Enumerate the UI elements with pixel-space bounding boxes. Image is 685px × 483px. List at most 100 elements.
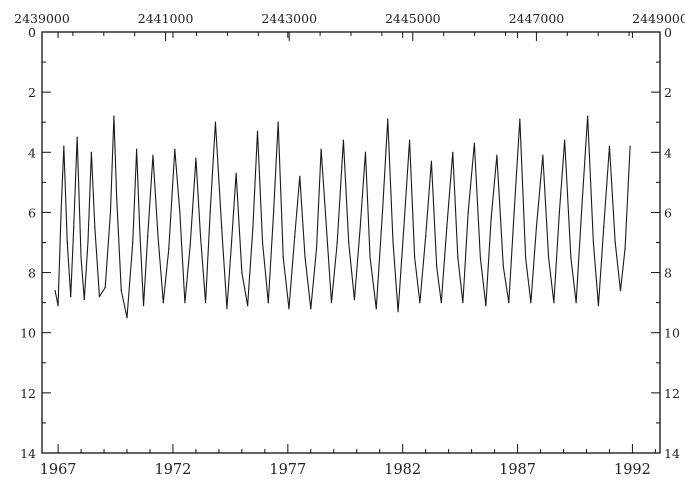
data-point — [136, 148, 138, 150]
y-left-tick-label: 4 — [28, 145, 36, 160]
data-point — [430, 160, 433, 162]
data-point — [414, 256, 416, 259]
data-point — [446, 226, 448, 229]
y-left-tick-label: 6 — [28, 205, 36, 220]
data-point — [261, 241, 264, 244]
data-point — [162, 302, 164, 304]
y-left-tick-label: 8 — [28, 266, 36, 281]
data-point — [98, 296, 101, 298]
x-bottom-tick-label: 1987 — [499, 462, 536, 478]
data-point — [214, 121, 217, 123]
data-point — [132, 241, 134, 244]
data-point — [221, 226, 223, 229]
data-point — [235, 172, 237, 174]
data-point — [564, 139, 566, 141]
data-point — [120, 290, 122, 292]
data-point — [553, 302, 555, 304]
x-bottom-tick-label: 1977 — [269, 462, 306, 478]
data-point — [581, 205, 583, 208]
data-point — [116, 196, 118, 198]
data-point — [473, 142, 475, 144]
data-point — [392, 241, 394, 244]
x-top-tick-label: 2449000 — [632, 11, 685, 26]
data-point — [63, 145, 65, 147]
data-point — [530, 302, 532, 304]
x-top-tick-label: 2445000 — [385, 11, 441, 26]
data-point — [104, 287, 106, 289]
data-point — [113, 115, 115, 117]
data-point — [542, 154, 544, 156]
data-point — [209, 211, 211, 214]
x-top-tick-label: 2439000 — [14, 11, 70, 26]
data-point — [199, 235, 202, 238]
data-point — [277, 121, 279, 123]
data-point — [147, 235, 149, 238]
data-point — [241, 271, 243, 274]
data-point — [195, 157, 197, 159]
data-point — [80, 256, 82, 259]
data-point — [189, 244, 191, 247]
plot-frame — [41, 31, 661, 454]
data-point — [126, 317, 128, 319]
x-top-tick-label: 2441000 — [138, 11, 194, 26]
data-point — [467, 211, 469, 214]
data-point — [330, 302, 333, 304]
y-right-tick-label: 2 — [664, 85, 672, 100]
y-right-tick-label: 14 — [664, 446, 680, 461]
x-bottom-tick-label: 1982 — [384, 462, 421, 478]
data-point — [299, 175, 301, 177]
data-point — [508, 302, 510, 304]
data-point — [336, 241, 338, 244]
data-point — [387, 118, 389, 120]
data-point — [525, 256, 527, 259]
series-line — [54, 115, 631, 319]
data-point — [629, 145, 631, 147]
data-point — [353, 299, 356, 301]
data-point — [54, 290, 56, 292]
data-point — [57, 305, 59, 307]
x-bottom-tick-label: 1967 — [40, 462, 77, 478]
data-point — [496, 154, 498, 156]
data-point — [575, 302, 577, 304]
y-right-tick-label: 8 — [664, 266, 672, 281]
data-point — [364, 151, 367, 153]
data-point — [310, 308, 312, 310]
data-point — [320, 148, 322, 150]
data-point — [168, 247, 170, 250]
data-point — [304, 256, 306, 259]
data-point — [570, 256, 572, 259]
data-point — [315, 247, 318, 250]
data-point — [603, 226, 605, 229]
data-point — [535, 226, 538, 229]
data-point — [479, 256, 481, 259]
data-point — [592, 241, 594, 244]
data-point — [502, 265, 504, 268]
data-point — [619, 290, 622, 292]
data-point — [513, 211, 515, 214]
data-point — [142, 305, 145, 307]
data-point — [90, 151, 92, 153]
data-point — [519, 118, 521, 120]
data-point — [462, 302, 464, 304]
data-point — [457, 256, 459, 259]
data-point — [425, 235, 427, 238]
data-point — [608, 145, 611, 147]
x-bottom-tick-label: 1972 — [154, 462, 191, 478]
data-point — [359, 226, 361, 229]
y-left-tick-label: 10 — [20, 326, 36, 341]
data-point — [70, 296, 72, 298]
data-point — [587, 115, 589, 117]
data-point — [452, 151, 454, 153]
data-point — [184, 302, 186, 304]
y-right-tick-label: 0 — [664, 25, 672, 40]
x-top-tick-label: 2447000 — [509, 11, 565, 26]
data-point — [436, 265, 438, 268]
data-point — [547, 256, 550, 259]
data-point — [73, 226, 75, 229]
data-point — [397, 311, 399, 313]
data-point — [369, 256, 371, 259]
data-point — [60, 211, 62, 214]
data-point — [204, 302, 207, 304]
